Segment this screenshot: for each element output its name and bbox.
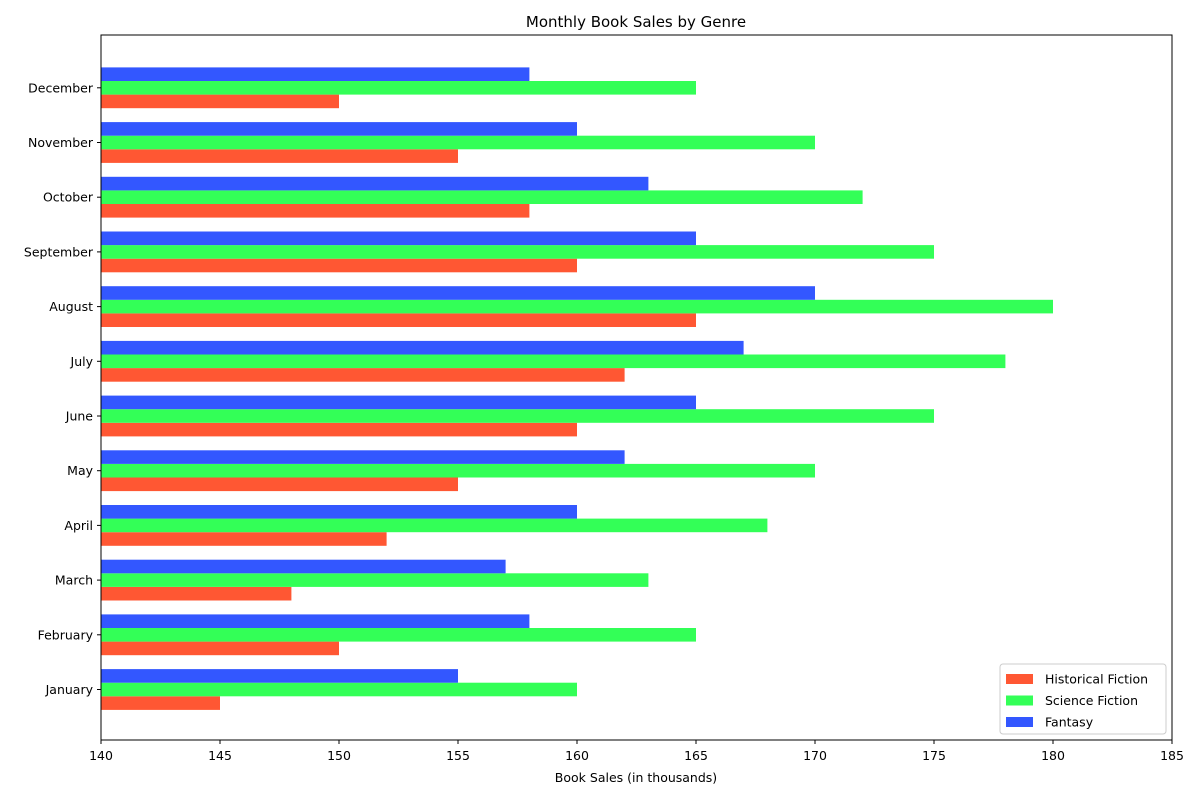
y-tick-label: December bbox=[28, 80, 94, 95]
bar bbox=[101, 628, 696, 642]
legend-swatch bbox=[1006, 695, 1033, 706]
x-tick-label: 180 bbox=[1041, 748, 1065, 763]
legend-label: Fantasy bbox=[1045, 715, 1094, 730]
bar bbox=[101, 614, 530, 628]
x-tick-label: 145 bbox=[208, 748, 232, 763]
legend-label: Historical Fiction bbox=[1045, 672, 1148, 687]
x-tick-label: 175 bbox=[922, 748, 946, 763]
x-tick-label: 140 bbox=[89, 748, 113, 763]
bar bbox=[101, 559, 506, 574]
x-tick-label: 160 bbox=[565, 748, 589, 763]
bar bbox=[101, 135, 815, 150]
bar bbox=[101, 573, 649, 587]
y-tick-label: September bbox=[24, 244, 94, 259]
y-tick-label: October bbox=[43, 190, 94, 205]
bar bbox=[101, 299, 1053, 314]
bar bbox=[101, 532, 387, 546]
plot-frame bbox=[100, 34, 1173, 741]
bar bbox=[101, 245, 934, 259]
bar bbox=[101, 286, 815, 300]
bar bbox=[101, 450, 625, 464]
y-axis-ticks: January February March April May June July Augu… bbox=[24, 80, 101, 697]
bar bbox=[101, 149, 458, 163]
x-axis-label: Book Sales (in thousands) bbox=[555, 770, 717, 785]
bar bbox=[101, 258, 577, 273]
bar bbox=[101, 204, 530, 218]
bar bbox=[101, 81, 696, 95]
legend-swatch bbox=[1006, 717, 1033, 727]
bar bbox=[101, 422, 577, 437]
bar bbox=[101, 505, 577, 519]
y-tick-label: April bbox=[64, 518, 93, 533]
y-tick-label: March bbox=[55, 573, 93, 588]
bar bbox=[101, 682, 577, 697]
bar bbox=[101, 518, 768, 533]
legend: Historical Fiction Science Fiction Fantasy bbox=[999, 663, 1167, 735]
bar bbox=[101, 696, 220, 710]
bar bbox=[101, 176, 649, 191]
legend-label: Science Fiction bbox=[1045, 693, 1138, 708]
x-tick-label: 150 bbox=[327, 748, 351, 763]
y-tick-label: February bbox=[38, 627, 94, 642]
bar bbox=[101, 409, 934, 423]
bars-layer bbox=[101, 67, 1053, 710]
y-tick-label: July bbox=[70, 354, 94, 369]
x-tick-label: 165 bbox=[684, 748, 708, 763]
bar bbox=[101, 122, 577, 136]
bar bbox=[101, 313, 696, 327]
bar bbox=[101, 231, 696, 246]
bar bbox=[101, 669, 458, 683]
bar bbox=[101, 368, 625, 382]
y-tick-label: November bbox=[28, 135, 94, 150]
bar bbox=[101, 67, 530, 81]
bar bbox=[101, 477, 458, 492]
x-tick-label: 185 bbox=[1160, 748, 1184, 763]
bar bbox=[101, 94, 339, 109]
bar bbox=[101, 641, 339, 656]
y-tick-label: August bbox=[49, 299, 93, 314]
chart-title: Monthly Book Sales by Genre bbox=[526, 13, 746, 31]
legend-box bbox=[999, 663, 1167, 735]
x-tick-label: 170 bbox=[803, 748, 827, 763]
bar bbox=[101, 463, 815, 478]
y-tick-label: May bbox=[67, 463, 93, 478]
x-tick-label: 155 bbox=[446, 748, 470, 763]
bar bbox=[101, 190, 863, 204]
bar bbox=[101, 340, 744, 355]
bar bbox=[101, 586, 292, 601]
x-axis-ticks: 140 145 150 155 160 165 170 175 180 185 bbox=[89, 740, 1184, 763]
legend-swatch bbox=[1006, 674, 1033, 684]
y-tick-label: January bbox=[45, 682, 94, 697]
bar bbox=[101, 354, 1006, 369]
bar bbox=[101, 395, 696, 410]
y-tick-label: June bbox=[65, 409, 94, 424]
